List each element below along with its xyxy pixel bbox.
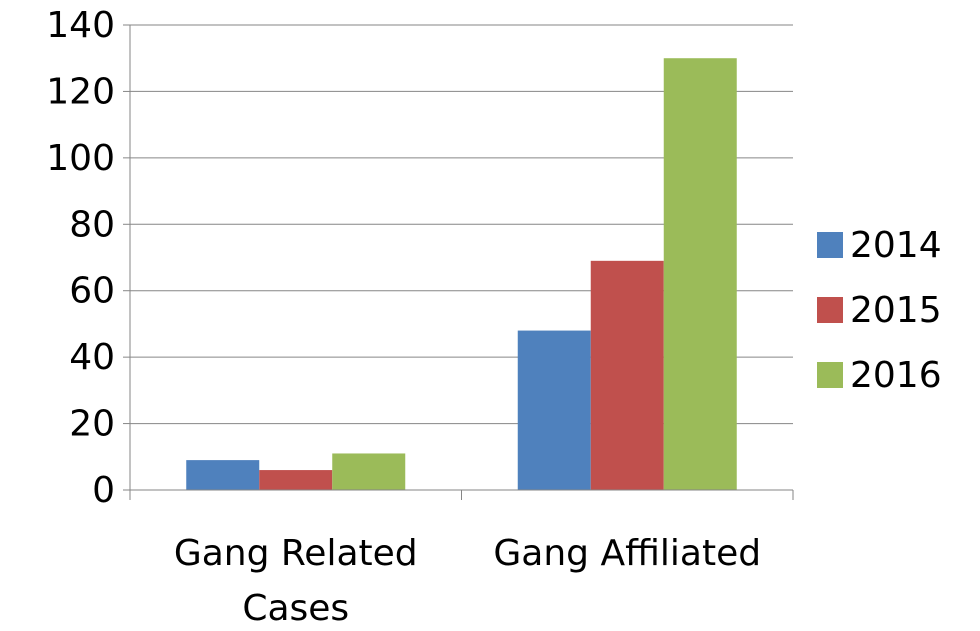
y-tick-label: 80	[69, 204, 115, 245]
legend-swatch-2015	[817, 297, 843, 323]
x-category-label: Gang Related	[174, 533, 418, 574]
y-tick-labels: 0 20 40 60 80 100 120 140	[46, 5, 115, 511]
bar-2015-gang-affiliated	[590, 260, 664, 490]
bars	[186, 58, 737, 490]
legend-label-2016: 2016	[850, 355, 942, 396]
y-tick-label: 20	[69, 404, 115, 445]
bar-2016-gang-related-cases	[332, 453, 406, 490]
bar-2016-gang-affiliated	[663, 58, 737, 490]
legend-label-2015: 2015	[850, 290, 942, 331]
y-tick-label: 100	[46, 138, 115, 179]
y-tick-label: 140	[46, 5, 115, 46]
legend-swatch-2014	[817, 232, 843, 258]
y-tick-label: 120	[46, 71, 115, 112]
x-tick-labels: Gang Related Cases Gang Affiliated	[174, 533, 761, 629]
legend: 2014 2015 2016	[817, 225, 942, 396]
bar-2014-gang-affiliated	[517, 330, 591, 490]
legend-swatch-2016	[817, 362, 843, 388]
bar-2015-gang-related-cases	[259, 470, 333, 490]
x-category-label: Cases	[242, 588, 349, 627]
legend-label-2014: 2014	[850, 225, 942, 266]
y-tick-label: 40	[69, 337, 115, 378]
y-tick-label: 0	[92, 470, 115, 511]
axes	[123, 24, 794, 500]
y-tick-label: 60	[69, 271, 115, 312]
x-category-label: Gang Affiliated	[493, 533, 761, 574]
bar-2014-gang-related-cases	[186, 460, 260, 490]
gridlines	[130, 24, 793, 425]
